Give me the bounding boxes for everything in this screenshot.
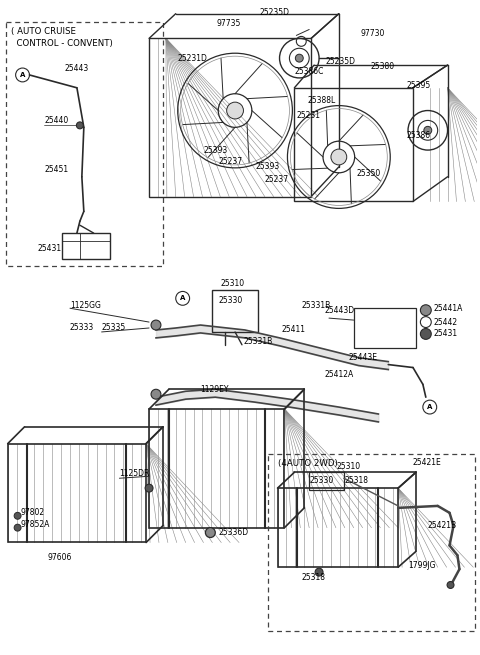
Text: 25231: 25231 <box>296 111 320 120</box>
Text: 25388L: 25388L <box>307 96 336 105</box>
Text: 97730: 97730 <box>360 29 385 38</box>
Circle shape <box>331 149 347 165</box>
Text: 1125DR: 1125DR <box>120 469 150 477</box>
Text: 25235D: 25235D <box>260 8 290 17</box>
Circle shape <box>295 54 303 62</box>
Circle shape <box>315 568 323 576</box>
Circle shape <box>151 389 161 399</box>
Text: 97606: 97606 <box>47 553 72 562</box>
Text: 25330: 25330 <box>218 296 242 305</box>
Text: 25393: 25393 <box>256 162 280 172</box>
Text: (4AUTO 2WD): (4AUTO 2WD) <box>277 459 337 468</box>
Circle shape <box>14 524 21 531</box>
Text: 25431: 25431 <box>434 329 458 339</box>
Text: 25431: 25431 <box>37 244 61 253</box>
Circle shape <box>76 122 84 129</box>
Text: 25231D: 25231D <box>178 54 208 63</box>
Text: 25451: 25451 <box>44 165 69 174</box>
Circle shape <box>14 512 21 519</box>
Text: 25336D: 25336D <box>218 528 248 537</box>
Circle shape <box>227 102 243 119</box>
Text: 25331B: 25331B <box>301 301 331 310</box>
Text: A: A <box>180 295 185 301</box>
Text: 25333: 25333 <box>70 324 94 333</box>
Text: 25412A: 25412A <box>324 370 353 379</box>
Text: 25350: 25350 <box>357 169 381 178</box>
Text: 1799JG: 1799JG <box>408 561 435 570</box>
Circle shape <box>424 126 432 134</box>
Text: 25310: 25310 <box>337 462 361 471</box>
Text: 25421B: 25421B <box>428 521 457 530</box>
Text: 25237: 25237 <box>218 157 242 166</box>
Text: 25330: 25330 <box>309 476 334 485</box>
Text: 25440: 25440 <box>44 116 69 125</box>
Text: 25386C: 25386C <box>294 67 324 75</box>
Text: 25411: 25411 <box>281 326 305 335</box>
Text: A: A <box>427 404 432 410</box>
Circle shape <box>145 484 153 492</box>
Text: 25443: 25443 <box>64 64 88 73</box>
Circle shape <box>420 329 431 339</box>
Text: 25443E: 25443E <box>349 353 378 362</box>
Text: 97735: 97735 <box>216 19 240 28</box>
Text: 1129EY: 1129EY <box>201 384 229 394</box>
Text: 25335: 25335 <box>102 324 126 333</box>
Text: 97852A: 97852A <box>21 520 50 529</box>
Text: 25318: 25318 <box>345 476 369 485</box>
Circle shape <box>151 320 161 330</box>
Circle shape <box>447 582 454 588</box>
Text: 25318: 25318 <box>301 572 325 582</box>
Text: 25393: 25393 <box>204 145 228 155</box>
Text: 97802: 97802 <box>21 508 45 517</box>
Text: 25443D: 25443D <box>324 306 354 314</box>
Text: 25386: 25386 <box>406 131 430 140</box>
Text: 25441A: 25441A <box>434 304 463 312</box>
Text: 25310: 25310 <box>220 279 244 288</box>
Circle shape <box>205 528 216 538</box>
Text: 25421E: 25421E <box>413 458 442 467</box>
Text: ( AUTO CRUISE: ( AUTO CRUISE <box>11 27 76 36</box>
Text: 25237: 25237 <box>264 176 289 184</box>
Text: 25331B: 25331B <box>244 337 273 346</box>
Text: A: A <box>20 72 25 78</box>
Text: 25380: 25380 <box>371 62 395 71</box>
Text: 1125GG: 1125GG <box>70 301 101 310</box>
Text: 25395: 25395 <box>406 81 430 90</box>
Text: 25442: 25442 <box>434 318 458 327</box>
Text: CONTROL - CONVENT): CONTROL - CONVENT) <box>11 39 112 48</box>
Circle shape <box>420 305 431 316</box>
Text: 25235D: 25235D <box>325 56 355 66</box>
